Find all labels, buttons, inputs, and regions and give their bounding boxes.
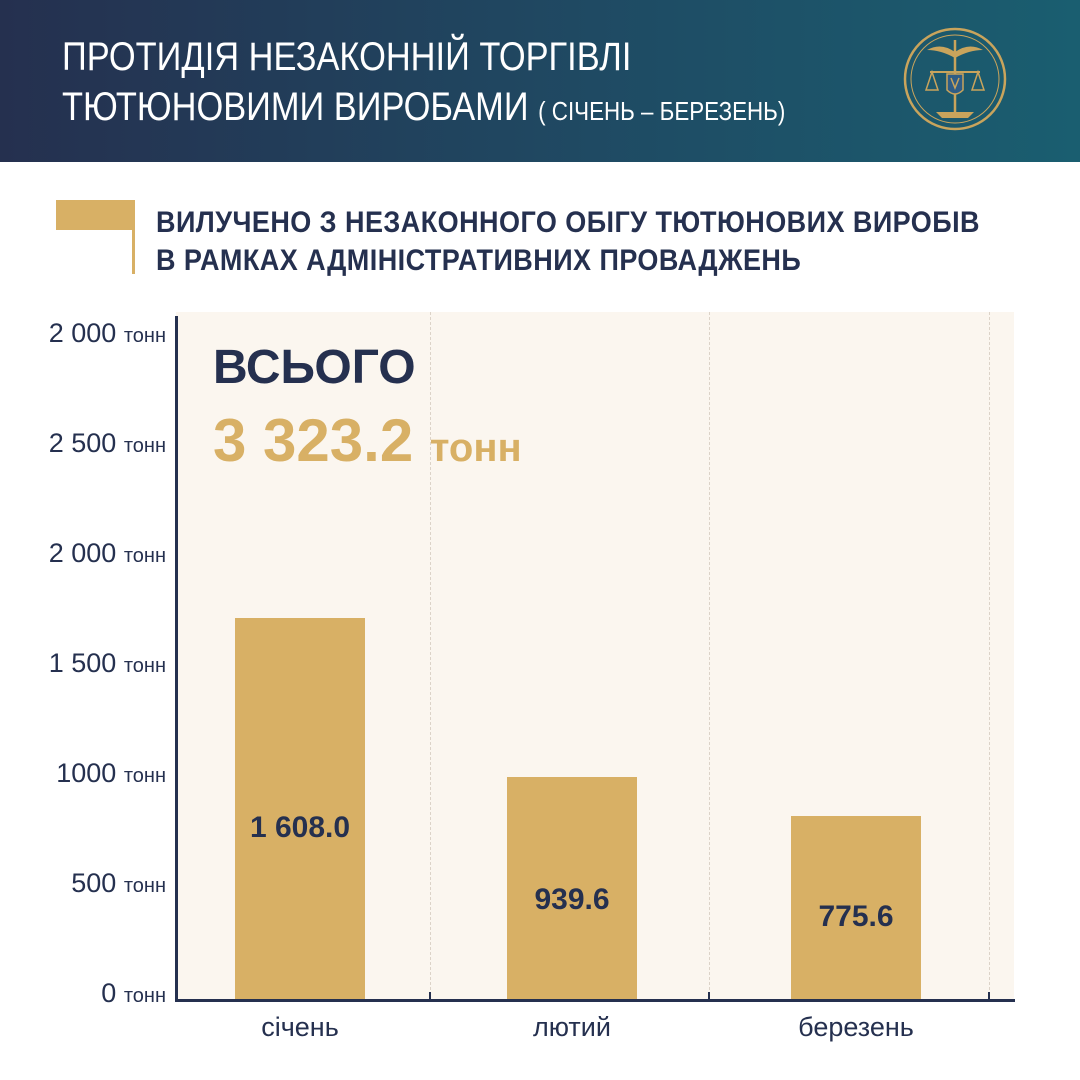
section-flag-pole xyxy=(132,200,135,274)
gridline xyxy=(430,312,431,1000)
y-axis-tick-label: 2 000 тонн xyxy=(0,538,166,571)
y-axis-line xyxy=(175,316,178,1002)
page-title: ПРОТИДІЯ НЕЗАКОННІЙ ТОРГІВЛІ ТЮТЮНОВИМИ … xyxy=(62,32,785,136)
y-tick-number: 500 xyxy=(71,868,117,898)
bar-value-label: 1 608.0 xyxy=(249,811,351,845)
header-banner: ПРОТИДІЯ НЕЗАКОННІЙ ТОРГІВЛІ ТЮТЮНОВИМИ … xyxy=(0,0,1080,162)
y-axis-tick-label: 500 тонн xyxy=(0,868,166,901)
y-axis-tick-label: 2 500 тонн xyxy=(0,428,166,461)
x-axis-line xyxy=(175,999,1015,1002)
y-axis-tick-label: 0 тонн xyxy=(0,978,166,1011)
section-flag-icon xyxy=(56,200,134,230)
total-value: 3 323.2 xyxy=(213,407,414,474)
title-line-2: ТЮТЮНОВИМИ ВИРОБАМИ ( СІЧЕНЬ – БЕРЕЗЕНЬ) xyxy=(62,82,785,136)
y-tick-unit: тонн xyxy=(123,765,166,787)
y-axis-tick-label: 1 500 тонн xyxy=(0,648,166,681)
x-axis-category-label: березень xyxy=(798,1012,914,1042)
y-tick-number: 0 xyxy=(101,978,117,1008)
bar-value-label: 775.6 xyxy=(818,900,894,934)
y-tick-unit: тонн xyxy=(123,875,166,897)
x-axis-tick xyxy=(429,992,431,1002)
total-label: ВСЬОГО xyxy=(213,341,416,394)
y-tick-number: 1 500 xyxy=(48,648,117,678)
y-axis-tick-label: 2 000 тонн xyxy=(0,318,166,351)
total-unit: тонн xyxy=(429,426,522,470)
y-tick-unit: тонн xyxy=(123,985,166,1007)
y-tick-number: 2 000 xyxy=(48,318,117,348)
bar-0 xyxy=(235,618,365,1000)
y-tick-number: 2 000 xyxy=(48,538,117,568)
y-tick-unit: тонн xyxy=(123,325,166,347)
title-line-2-main: ТЮТЮНОВИМИ ВИРОБАМИ xyxy=(62,85,529,129)
section-title-line-1: ВИЛУЧЕНО З НЕЗАКОННОГО ОБІГУ ТЮТЮНОВИХ В… xyxy=(156,206,980,239)
total-value-block: 3 323.2 тонн xyxy=(213,408,522,481)
y-tick-number: 1000 xyxy=(56,758,117,788)
bar-value-label: 939.6 xyxy=(534,882,610,916)
y-tick-number: 2 500 xyxy=(48,428,117,458)
period-label: ( СІЧЕНЬ – БЕРЕЗЕНЬ) xyxy=(538,96,786,126)
x-axis-tick xyxy=(988,992,990,1002)
gridline xyxy=(989,312,990,1000)
gridline xyxy=(709,312,710,1000)
x-axis-category-label: лютий xyxy=(533,1012,611,1042)
y-tick-unit: тонн xyxy=(123,655,166,677)
y-tick-unit: тонн xyxy=(123,435,166,457)
x-axis-category-label: січень xyxy=(261,1012,339,1042)
x-axis-tick xyxy=(708,992,710,1002)
y-tick-unit: тонн xyxy=(123,545,166,567)
title-line-1: ПРОТИДІЯ НЕЗАКОННІЙ ТОРГІВЛІ xyxy=(62,35,632,79)
bar-2 xyxy=(791,815,921,1000)
section-title: ВИЛУЧЕНО З НЕЗАКОННОГО ОБІГУ ТЮТЮНОВИХ В… xyxy=(156,204,980,280)
y-axis-tick-label: 1000 тонн xyxy=(0,758,166,791)
customs-emblem-icon xyxy=(903,27,1007,131)
section-title-line-2: В РАМКАХ АДМІНІСТРАТИВНИХ ПРОВАДЖЕНЬ xyxy=(156,244,802,277)
bar-1 xyxy=(507,776,637,1000)
